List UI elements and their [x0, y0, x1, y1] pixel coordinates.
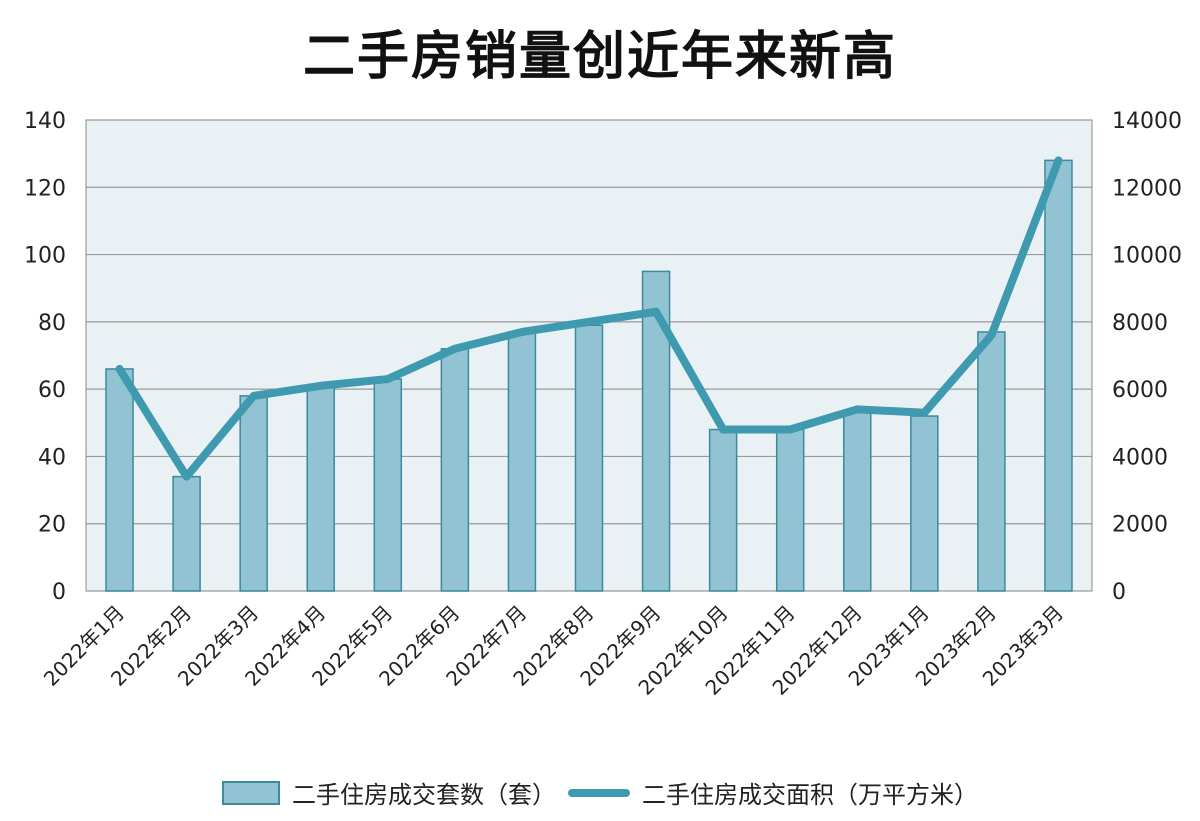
- bar: [708, 428, 738, 592]
- legend: 二手住房成交套数（套） 二手住房成交面积（万平方米）: [0, 775, 1200, 810]
- bar: [910, 415, 939, 592]
- chart-title: 二手房销量创近年来新高: [302, 26, 897, 87]
- bar-series: [105, 159, 1073, 592]
- legend-line-label: 二手住房成交面积（万平方米）: [642, 781, 978, 809]
- bar: [1044, 159, 1073, 592]
- bar: [977, 331, 1006, 592]
- right-axis-tick-label: 14000: [1112, 109, 1182, 134]
- right-axis-tick-label: 0: [1112, 580, 1126, 605]
- bar: [507, 331, 537, 592]
- legend-line-swatch: [568, 788, 630, 797]
- legend-item-bar: 二手住房成交套数（套）: [222, 775, 556, 810]
- right-axis-tick-label: 6000: [1112, 378, 1168, 403]
- left-axis-tick-label: 140: [24, 109, 66, 134]
- right-axis-tick-label: 2000: [1112, 513, 1168, 538]
- bar: [574, 324, 604, 592]
- left-axis-tick-label: 120: [24, 176, 66, 201]
- left-axis-tick-label: 80: [38, 311, 66, 336]
- chart-area: 0 20 40 60 80 100 120 140 0 2000 4000 6000 8000 1000…: [24, 109, 1182, 700]
- bar: [306, 385, 335, 592]
- legend-bar-label: 二手住房成交套数（套）: [292, 781, 556, 809]
- left-axis-tick-label: 100: [24, 244, 66, 269]
- bar: [172, 475, 201, 592]
- bar: [373, 378, 403, 592]
- right-axis-tick-label: 10000: [1112, 244, 1182, 269]
- legend-bar-swatch: [222, 780, 280, 805]
- bar: [440, 348, 470, 592]
- line-series: [115, 156, 1063, 481]
- left-axis-tick-label: 20: [38, 513, 66, 538]
- left-axis-tick-label: 60: [38, 378, 66, 403]
- left-axis-tick-label: 40: [38, 445, 66, 470]
- x-axis-ticks: 2022年1月2022年2月2022年3月2022年4月2022年5月2022年…: [39, 601, 1068, 700]
- right-axis-tick-label: 8000: [1112, 311, 1168, 336]
- bar: [105, 368, 134, 592]
- legend-item-line: 二手住房成交面积（万平方米）: [568, 775, 978, 810]
- right-axis-tick-label: 4000: [1112, 445, 1168, 470]
- bar: [775, 428, 805, 592]
- bar: [239, 395, 268, 592]
- left-axis-tick-label: 0: [52, 580, 66, 605]
- left-axis-ticks: 0 20 40 60 80 100 120 140: [24, 109, 66, 605]
- right-axis-ticks: 0 2000 4000 6000 8000 10000 12000 14000: [1112, 109, 1182, 605]
- right-axis-tick-label: 12000: [1112, 176, 1182, 201]
- bar: [843, 411, 872, 592]
